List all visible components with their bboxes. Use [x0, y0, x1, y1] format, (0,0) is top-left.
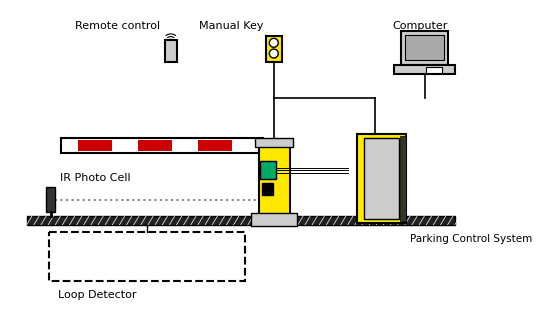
- Bar: [47, 187, 55, 212]
- Bar: [394, 65, 455, 74]
- Text: Parking Control System: Parking Control System: [410, 234, 532, 244]
- Circle shape: [269, 38, 278, 47]
- Bar: [357, 134, 406, 223]
- Text: Computer: Computer: [392, 21, 448, 31]
- Bar: [198, 140, 232, 151]
- Bar: [259, 146, 290, 217]
- Text: IR Photo Cell: IR Photo Cell: [60, 173, 130, 183]
- Bar: [78, 140, 113, 151]
- Bar: [262, 183, 273, 195]
- Text: Manual Key: Manual Key: [199, 21, 263, 31]
- Bar: [49, 232, 245, 281]
- Bar: [405, 35, 444, 60]
- Bar: [61, 138, 263, 152]
- Bar: [364, 138, 399, 218]
- Bar: [165, 40, 176, 62]
- Bar: [401, 31, 448, 65]
- Bar: [27, 216, 455, 225]
- Text: Loop Detector: Loop Detector: [58, 290, 136, 300]
- Circle shape: [269, 49, 278, 58]
- Bar: [252, 213, 297, 226]
- Text: Remote control: Remote control: [75, 21, 161, 31]
- Bar: [426, 67, 443, 73]
- Bar: [260, 161, 276, 179]
- Bar: [266, 36, 282, 62]
- Bar: [138, 140, 172, 151]
- Bar: [255, 138, 293, 147]
- Bar: [400, 136, 406, 221]
